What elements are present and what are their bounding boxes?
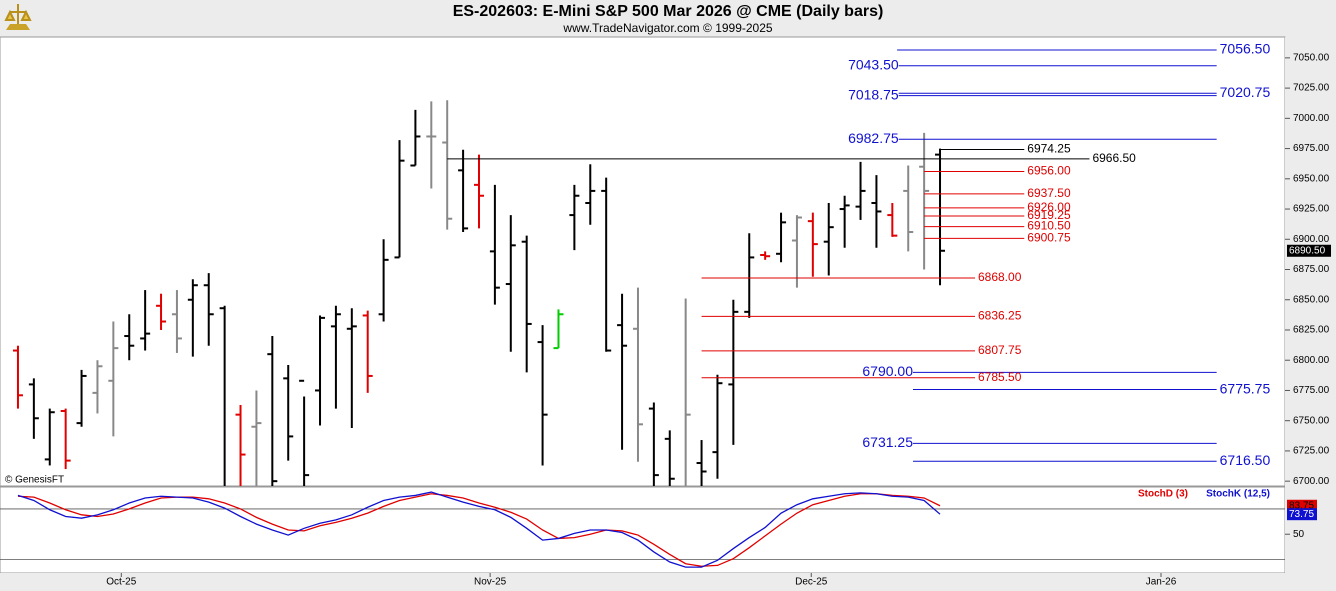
last-value-box <box>1287 508 1317 521</box>
level-label: 6982.75 <box>848 130 899 146</box>
level-label: 6956.00 <box>1027 164 1071 178</box>
level-label: 7018.75 <box>848 86 899 102</box>
legend-entry: StochK (12,5) <box>1206 489 1270 500</box>
y-tick-label: 6875.00 <box>1293 264 1330 275</box>
level-label: 6910.50 <box>1027 219 1071 233</box>
y-tick-label: 6825.00 <box>1293 325 1330 336</box>
level-label: 6785.50 <box>978 370 1022 384</box>
level-label: 6836.25 <box>978 309 1022 323</box>
x-tick-label: Oct-25 <box>106 577 136 588</box>
y-axis-bg <box>1285 37 1336 591</box>
y-tick-label: 6925.00 <box>1293 204 1330 215</box>
x-tick-label: Nov-25 <box>474 577 507 588</box>
level-label: 6937.50 <box>1027 186 1071 200</box>
y-tick-label: 6700.00 <box>1293 476 1330 487</box>
x-axis-bg <box>0 573 1285 591</box>
last-value-label: 83.75 <box>1289 500 1314 511</box>
y-tick-label: 6725.00 <box>1293 446 1330 457</box>
y-tick-label: 7000.00 <box>1293 113 1330 124</box>
y-tick-label: 6900.00 <box>1293 234 1330 245</box>
level-label: 6900.75 <box>1027 231 1071 245</box>
y-tick-label: 50 <box>1293 529 1305 540</box>
y-tick-label: 6800.00 <box>1293 355 1330 366</box>
level-label: 6716.50 <box>1220 452 1271 468</box>
legend-entry: StochD (3) <box>1138 489 1188 500</box>
stoch-panel <box>0 486 1286 574</box>
level-label: 6807.75 <box>978 343 1022 357</box>
stoch-lines <box>17 491 941 568</box>
level-label: 7043.50 <box>848 56 899 72</box>
watermark: © GenesisFT <box>5 475 64 486</box>
last-close-box <box>1287 244 1331 257</box>
stoch-line <box>17 491 941 568</box>
level-label: 6974.25 <box>1027 142 1071 156</box>
chart-subtitle: www.TradeNavigator.com © 1999-2025 <box>562 21 772 35</box>
y-tick-label: 7025.00 <box>1293 83 1330 94</box>
level-label: 6966.50 <box>1092 151 1136 165</box>
y-tick-label: 6850.00 <box>1293 294 1330 305</box>
y-tick-label: 7050.00 <box>1293 53 1330 64</box>
y-tick-label: 6950.00 <box>1293 173 1330 184</box>
y-tick-label: 6975.00 <box>1293 143 1330 154</box>
price-bars <box>12 100 946 486</box>
level-label: 6775.75 <box>1220 380 1271 396</box>
y-tick-label: 6775.00 <box>1293 385 1330 396</box>
level-label: 6868.00 <box>978 270 1022 284</box>
header-bg <box>0 0 1336 37</box>
last-close-label: 6890.50 <box>1289 245 1326 256</box>
chart-title: ES-202603: E-Mini S&P 500 Mar 2026 @ CME… <box>453 3 884 20</box>
level-label: 6919.25 <box>1027 208 1071 222</box>
levels <box>447 49 1217 462</box>
level-label: 6926.00 <box>1027 200 1071 214</box>
level-label: 7020.75 <box>1220 84 1271 100</box>
level-label: 7056.50 <box>1220 41 1271 57</box>
logo <box>4 4 32 30</box>
x-tick-label: Dec-25 <box>795 577 828 588</box>
x-tick-label: Jan-26 <box>1146 577 1177 588</box>
level-label: 6790.00 <box>862 363 913 379</box>
level-label: 6731.25 <box>862 434 913 450</box>
price-panel <box>0 36 1286 487</box>
last-value-label: 73.75 <box>1289 509 1314 520</box>
y-tick-label: 6750.00 <box>1293 415 1330 426</box>
